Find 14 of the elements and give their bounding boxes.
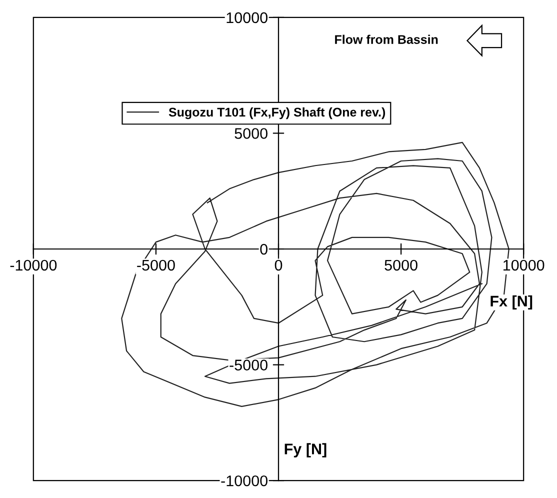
x-tick-label: -10000 xyxy=(10,260,57,271)
y-tick-label: 5000 xyxy=(234,128,268,139)
y-tick-label: -10000 xyxy=(221,475,268,486)
x-tick-label: 5000 xyxy=(384,260,418,271)
x-tick-label: 0 xyxy=(274,260,282,271)
legend-label: Sugozu T101 (Fx,Fy) Shaft (One rev.) xyxy=(168,107,386,120)
x-tick-label: 10000 xyxy=(504,260,544,271)
y-axis-title: Fy [N] xyxy=(284,443,326,458)
y-tick-label: -5000 xyxy=(230,360,268,370)
annotation: Flow from Bassin xyxy=(335,34,438,44)
y-tick-label: 0 xyxy=(260,244,268,255)
x-axis-title: Fx [N] xyxy=(490,295,532,310)
y-tick-label: 10000 xyxy=(226,12,268,24)
x-tick-label: -5000 xyxy=(137,260,175,271)
